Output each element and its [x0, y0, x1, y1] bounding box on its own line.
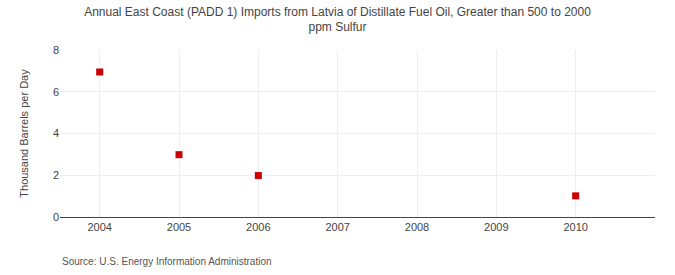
svg-text:Source: U.S. Energy Informatio: Source: U.S. Energy Information Administ… [62, 256, 272, 267]
svg-text:6: 6 [53, 86, 59, 98]
svg-text:2: 2 [53, 169, 59, 181]
svg-text:0: 0 [53, 211, 59, 223]
svg-text:2008: 2008 [405, 221, 429, 233]
svg-text:2010: 2010 [563, 221, 587, 233]
svg-text:Annual East Coast (PADD 1) Imp: Annual East Coast (PADD 1) Imports from … [84, 5, 591, 35]
svg-text:2007: 2007 [325, 221, 349, 233]
svg-text:8: 8 [53, 44, 59, 56]
svg-text:2005: 2005 [167, 221, 191, 233]
svg-text:Thousand Barrels per Day: Thousand Barrels per Day [18, 69, 30, 198]
svg-text:2006: 2006 [246, 221, 270, 233]
svg-text:4: 4 [53, 127, 59, 139]
svg-text:2004: 2004 [87, 221, 111, 233]
svg-text:2009: 2009 [484, 221, 508, 233]
